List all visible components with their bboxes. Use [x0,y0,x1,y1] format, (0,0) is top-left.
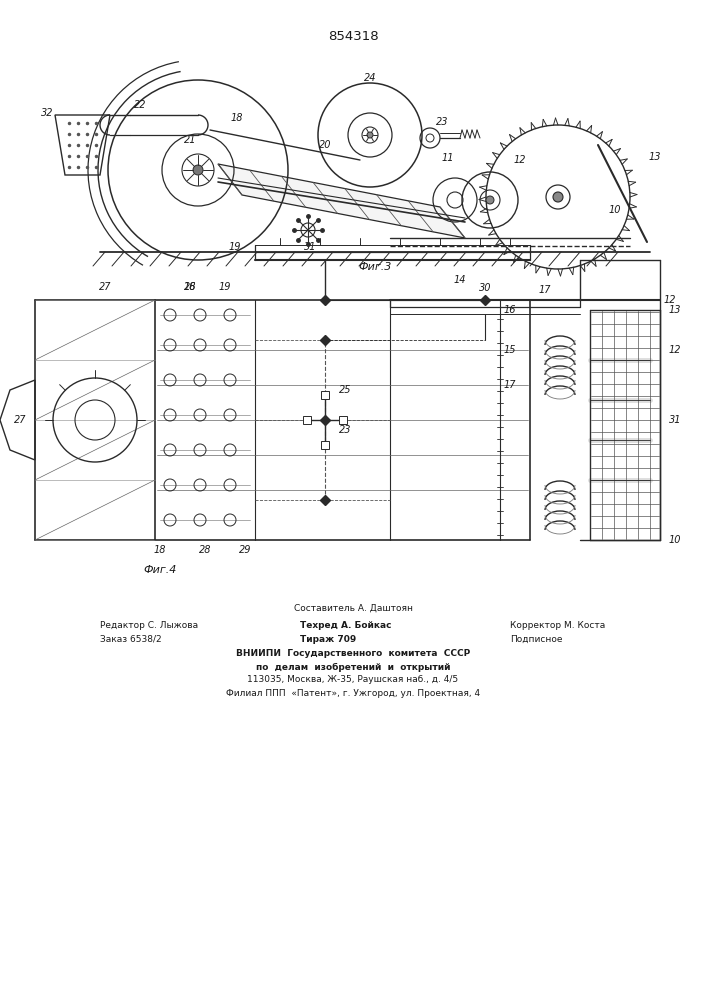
Polygon shape [55,115,110,175]
Text: 31: 31 [669,415,682,425]
Circle shape [553,192,563,202]
Text: Подписное: Подписное [510,635,563,644]
Circle shape [486,196,494,204]
Text: 30: 30 [479,283,491,293]
Circle shape [193,165,203,175]
Bar [303,416,311,424]
Text: 23: 23 [339,425,351,435]
Text: 854318: 854318 [327,30,378,43]
Text: 16: 16 [504,305,516,315]
Text: 15: 15 [504,345,516,355]
Bar [321,391,329,399]
Circle shape [367,132,373,138]
Text: 26: 26 [184,282,197,292]
Text: 21: 21 [184,135,197,145]
Text: Корректор М. Коста: Корректор М. Коста [510,620,605,630]
Text: 12: 12 [664,295,677,305]
Text: 29: 29 [239,545,251,555]
Text: 20: 20 [319,140,332,150]
Text: ВНИИПИ  Государственного  комитета  СССР: ВНИИПИ Государственного комитета СССР [236,650,470,658]
Text: 25: 25 [339,385,351,395]
Text: 12: 12 [669,345,682,355]
Text: Тираж 709: Тираж 709 [300,635,356,644]
Text: Филиал ППП  «Патент», г. Ужгород, ул. Проектная, 4: Филиал ППП «Патент», г. Ужгород, ул. Про… [226,688,480,698]
Text: по  делам  изобретений  и  открытий: по делам изобретений и открытий [256,662,450,672]
Text: Фиг.3: Фиг.3 [358,262,392,272]
Text: 18: 18 [153,545,166,555]
Text: 31: 31 [304,242,316,252]
Text: 12: 12 [514,155,526,165]
Text: 19: 19 [218,282,231,292]
Text: 17: 17 [539,285,551,295]
Text: Заказ 6538/2: Заказ 6538/2 [100,635,162,644]
Text: 22: 22 [134,100,146,110]
Text: 27: 27 [99,282,111,292]
Text: Составитель А. Даштоян: Составитель А. Даштоян [293,603,412,612]
Text: Техред А. Бойкас: Техред А. Бойкас [300,620,392,630]
Text: 13: 13 [669,305,682,315]
Text: 28: 28 [199,545,211,555]
Text: 11: 11 [442,153,455,163]
Text: 18: 18 [230,113,243,123]
Text: 17: 17 [504,380,516,390]
Polygon shape [218,164,465,238]
Text: 19: 19 [229,242,241,252]
Text: 23: 23 [436,117,448,127]
Text: 24: 24 [363,73,376,83]
Polygon shape [0,380,35,460]
Text: 10: 10 [609,205,621,215]
Text: Редактор С. Лыжова: Редактор С. Лыжова [100,620,198,630]
Text: 113035, Москва, Ж-35, Раушская наб., д. 4/5: 113035, Москва, Ж-35, Раушская наб., д. … [247,676,459,684]
Text: 18: 18 [184,282,197,292]
Text: 27: 27 [13,415,26,425]
Text: 10: 10 [669,535,682,545]
Bar [339,416,347,424]
Text: 32: 32 [41,108,53,118]
Bar [321,441,329,449]
Text: 13: 13 [649,152,661,162]
Text: 14: 14 [454,275,466,285]
Text: Фиг.4: Фиг.4 [144,565,177,575]
